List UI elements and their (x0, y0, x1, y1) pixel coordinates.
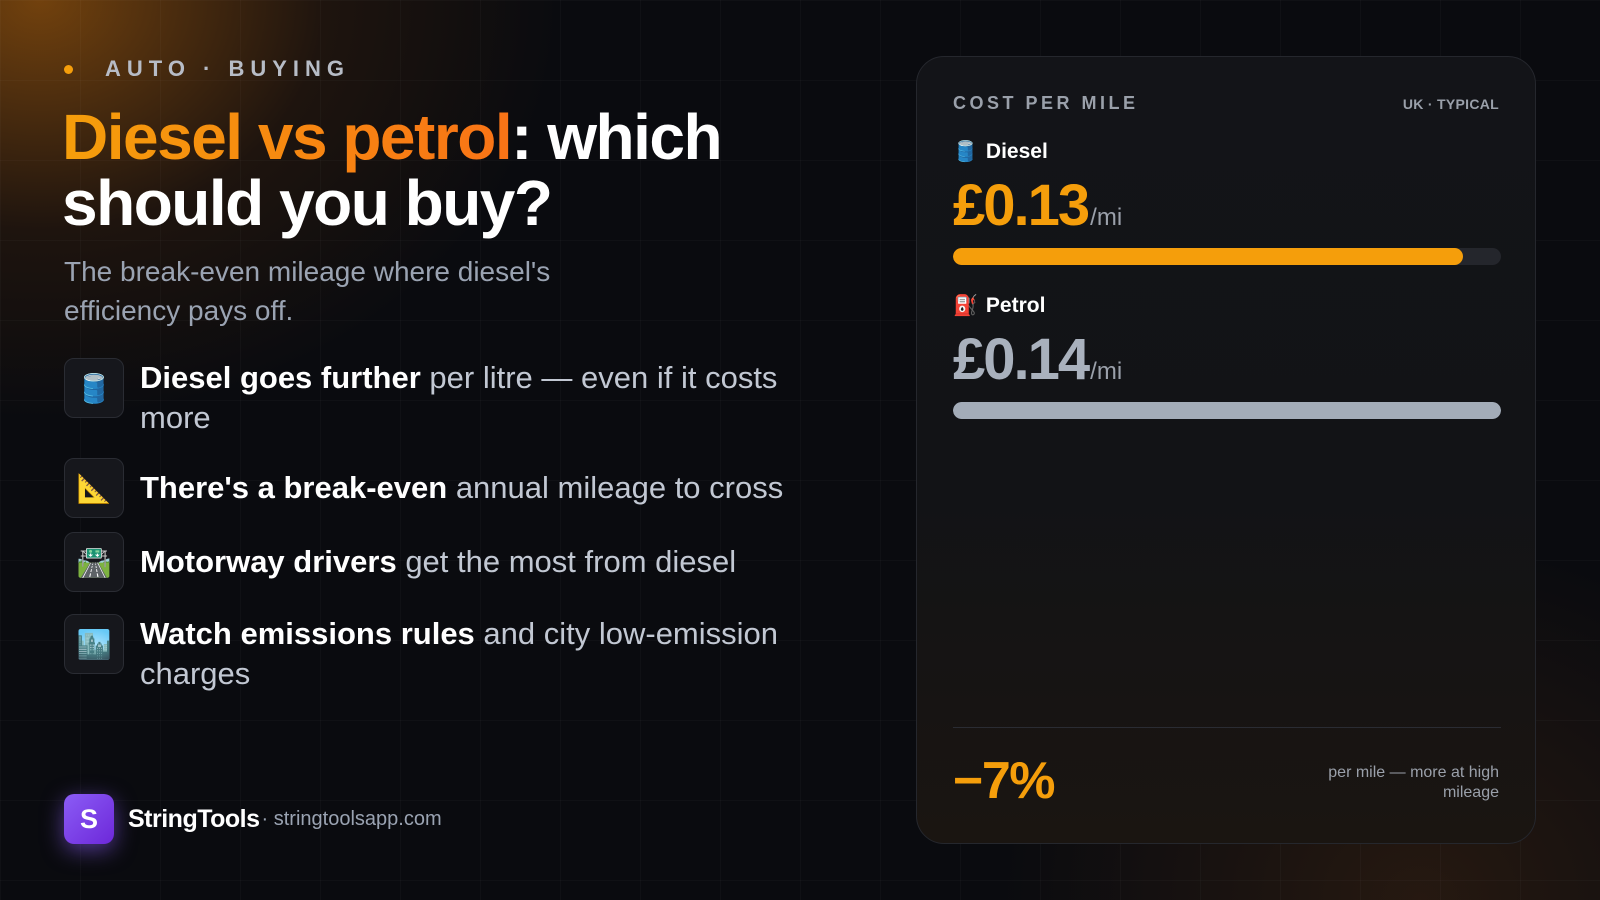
bullet-rest: annual mileage to cross (447, 470, 784, 505)
card-header: COST PER MILE UK · TYPICAL (953, 93, 1499, 114)
diesel-label-text: Diesel (985, 139, 1048, 163)
diesel-value: £0.13/mi (953, 177, 1122, 247)
petrol-price: £0.14 (953, 327, 1090, 392)
cost-per-mile-card: COST PER MILE UK · TYPICAL 🛢️ Diesel £0.… (916, 56, 1536, 844)
bullet-strong: Diesel goes further (140, 360, 421, 395)
title-accent: Diesel vs petrol (62, 101, 513, 173)
divider (953, 727, 1501, 728)
petrol-label: ⛽ Petrol (953, 293, 1045, 318)
diesel-bar (953, 248, 1463, 265)
bullet-text: Diesel goes further per litre — even if … (140, 358, 854, 438)
bullet-rest: get the most from diesel (396, 544, 737, 579)
card-tag: UK · TYPICAL (1402, 95, 1499, 112)
bullet-list: 🛢️ Diesel goes further per litre — even … (64, 358, 854, 694)
oil-drum-icon: 🛢️ (953, 141, 978, 163)
brand-name: StringTools (128, 804, 260, 833)
list-item: 📐 There's a break-even annual mileage to… (64, 458, 854, 518)
list-item: 🛣️ Motorway drivers get the most from di… (64, 532, 854, 592)
diesel-label: 🛢️ Diesel (953, 139, 1048, 164)
title-rest: : which should you buy? (62, 101, 723, 239)
oil-drum-icon: 🛢️ (64, 358, 124, 418)
list-item: 🛢️ Diesel goes further per litre — even … (64, 358, 854, 438)
eyebrow: AUTO · BUYING (64, 56, 350, 82)
fuel-pump-icon: ⛽ (953, 295, 978, 317)
bullet-text: There's a break-even annual mileage to c… (140, 458, 783, 508)
savings-note: per mile — more at high mileage (1328, 764, 1499, 801)
bullet-text: Watch emissions rules and city low-emiss… (140, 614, 854, 694)
subtitle: The break-even mileage where diesel's ef… (64, 256, 551, 326)
cityscape-icon: 🏙️ (64, 614, 124, 674)
diesel-price: £0.13 (953, 173, 1090, 238)
brand-logo: S (64, 794, 114, 844)
list-item: 🏙️ Watch emissions rules and city low-em… (64, 614, 854, 694)
eyebrow-dot-icon (64, 64, 73, 74)
eyebrow-label: AUTO · BUYING (105, 56, 351, 81)
bullet-strong: There's a break-even (140, 470, 448, 505)
brand-footer: S StringTools · stringtoolsapp.com (64, 794, 442, 844)
diesel-bar-track (953, 248, 1501, 265)
bullet-strong: Watch emissions rules (140, 616, 475, 651)
bullet-strong: Motorway drivers (140, 544, 397, 579)
savings-stat: −7% (953, 752, 1056, 810)
petrol-bar-track (953, 402, 1501, 419)
bullet-rest: and city low-emission charges (140, 616, 779, 691)
motorway-icon: 🛣️ (64, 532, 124, 592)
bullet-rest: per litre — even if it costs more (140, 360, 778, 435)
petrol-bar (953, 402, 1501, 419)
diesel-unit: /mi (1090, 204, 1123, 231)
petrol-unit: /mi (1090, 358, 1123, 385)
bullet-text: Motorway drivers get the most from diese… (140, 532, 736, 582)
brand-url: · stringtoolsapp.com (261, 807, 442, 830)
petrol-value: £0.14/mi (953, 331, 1122, 401)
card-title: COST PER MILE (953, 93, 1139, 113)
triangle-ruler-icon: 📐 (64, 458, 124, 518)
petrol-label-text: Petrol (985, 293, 1046, 317)
page-title: Diesel vs petrol: which should you buy? (62, 104, 862, 236)
